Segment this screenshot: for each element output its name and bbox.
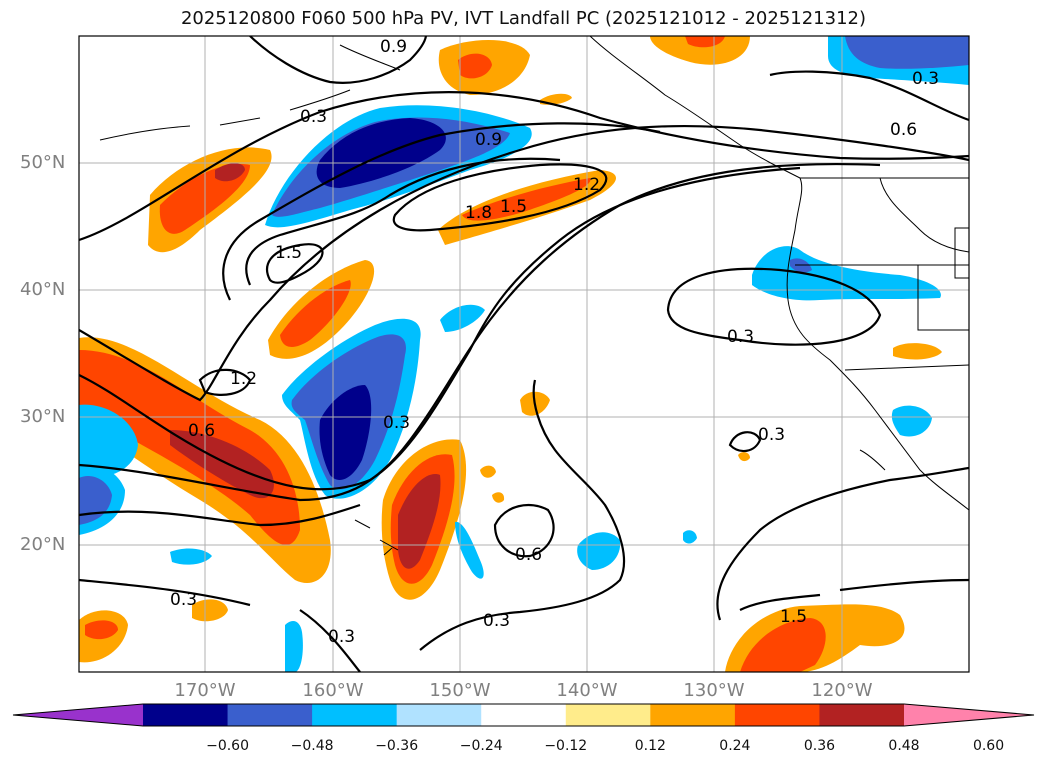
colorbar-bin <box>312 704 398 726</box>
lon-label-130w: 130°W <box>683 680 745 701</box>
lon-label-120w: 120°W <box>811 680 873 701</box>
contour-label: 1.5 <box>275 243 302 263</box>
lat-label-30n: 30°N <box>20 406 66 427</box>
contour-label: 0.3 <box>383 413 410 433</box>
contour-label: 1.8 <box>465 203 492 223</box>
contour-label: 0.3 <box>170 590 197 610</box>
lon-label-170w: 170°W <box>174 680 236 701</box>
lat-label-50n: 50°N <box>20 152 66 173</box>
colorbar-bin <box>734 704 820 726</box>
colorbar-extend-max <box>904 704 1034 726</box>
colorbar-tick-label: −0.24 <box>459 738 503 754</box>
colorbar-bin <box>227 704 313 726</box>
contour-label: 0.3 <box>300 107 327 127</box>
map-frame <box>78 35 970 673</box>
colorbar-tick-label: −0.36 <box>375 738 419 754</box>
colorbar-bin <box>143 704 229 726</box>
contour-label: 0.6 <box>515 545 542 565</box>
pv-contours <box>79 36 969 672</box>
colorbar-bin <box>819 704 905 726</box>
colorbar-tick-label: −0.12 <box>544 738 588 754</box>
pc-shading <box>79 36 969 672</box>
colorbar-bin <box>565 704 651 726</box>
colorbar-tick-label: −0.60 <box>206 738 249 754</box>
lon-label-160w: 160°W <box>302 680 364 701</box>
contour-label: 0.3 <box>328 627 355 647</box>
negative-anomaly-fills <box>79 36 969 672</box>
lon-label-140w: 140°W <box>556 680 618 701</box>
colorbar-tick-label: 0.60 <box>972 738 1005 754</box>
colorbar-tick-label: 0.12 <box>634 738 666 754</box>
coastlines <box>99 36 969 556</box>
lat-label-40n: 40°N <box>20 279 66 300</box>
contour-label: 0.3 <box>727 327 754 347</box>
contour-label: 0.9 <box>380 37 407 57</box>
colorbar-extend-min <box>13 704 143 726</box>
contour-labels: 0.3 0.9 1.8 1.5 1.2 1.5 1.2 0.6 0.3 0.3 … <box>170 37 939 647</box>
colorbar-bin <box>650 704 736 726</box>
lon-label-150w: 150°W <box>429 680 491 701</box>
chart-title: 2025120800 F060 500 hPa PV, IVT Landfall… <box>180 8 867 29</box>
colorbar-tick-label: 0.36 <box>803 738 836 754</box>
lat-label-20n: 20°N <box>20 534 66 555</box>
contour-label: 0.3 <box>483 611 510 631</box>
contour-label: 0.6 <box>890 120 917 140</box>
contour-label: 1.5 <box>500 197 527 217</box>
colorbar-tick-label: 0.24 <box>719 738 751 754</box>
colorbar-swatches <box>12 703 1035 727</box>
colorbar-outline <box>12 703 1035 727</box>
contour-label: 1.2 <box>230 369 257 389</box>
contour-label: 1.2 <box>573 175 600 195</box>
colorbar-bin <box>396 704 482 726</box>
contour-label: 0.6 <box>188 421 215 441</box>
colorbar-tick-label: −0.48 <box>290 738 334 754</box>
colorbar-tick-label: 0.48 <box>888 738 920 754</box>
contour-label: 0.3 <box>912 69 939 89</box>
contour-label: 0.9 <box>475 130 502 150</box>
colorbar-bin <box>481 704 567 726</box>
graticule <box>79 36 969 672</box>
contour-label: 1.5 <box>780 607 807 627</box>
contour-label: 0.3 <box>758 425 785 445</box>
